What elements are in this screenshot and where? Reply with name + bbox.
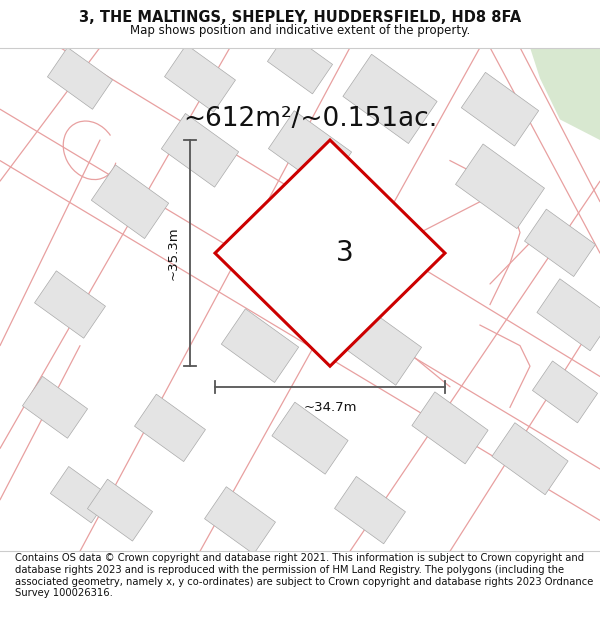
Polygon shape xyxy=(335,476,406,544)
Polygon shape xyxy=(215,140,445,366)
Polygon shape xyxy=(272,402,348,474)
Polygon shape xyxy=(412,392,488,464)
Polygon shape xyxy=(22,376,88,438)
Polygon shape xyxy=(50,466,110,523)
Polygon shape xyxy=(91,165,169,239)
Polygon shape xyxy=(343,54,437,144)
Polygon shape xyxy=(205,487,275,554)
Polygon shape xyxy=(161,114,239,187)
Text: Contains OS data © Crown copyright and database right 2021. This information is : Contains OS data © Crown copyright and d… xyxy=(15,554,593,598)
Polygon shape xyxy=(455,144,544,229)
Text: ~612m²/~0.151ac.: ~612m²/~0.151ac. xyxy=(183,106,437,132)
Polygon shape xyxy=(47,48,113,109)
Text: ~34.7m: ~34.7m xyxy=(303,401,357,414)
Polygon shape xyxy=(268,111,352,190)
Polygon shape xyxy=(88,479,152,541)
Polygon shape xyxy=(221,309,299,382)
Polygon shape xyxy=(524,209,595,276)
Text: Map shows position and indicative extent of the property.: Map shows position and indicative extent… xyxy=(130,24,470,37)
Polygon shape xyxy=(338,306,422,385)
Polygon shape xyxy=(164,44,235,112)
Text: ~35.3m: ~35.3m xyxy=(167,226,180,280)
Text: 3, THE MALTINGS, SHEPLEY, HUDDERSFIELD, HD8 8FA: 3, THE MALTINGS, SHEPLEY, HUDDERSFIELD, … xyxy=(79,11,521,26)
Text: 3: 3 xyxy=(336,239,354,267)
Polygon shape xyxy=(492,422,568,495)
Polygon shape xyxy=(134,394,205,462)
Polygon shape xyxy=(537,279,600,351)
Polygon shape xyxy=(268,32,332,94)
Polygon shape xyxy=(35,271,106,338)
Polygon shape xyxy=(532,361,598,423)
Polygon shape xyxy=(461,72,539,146)
Polygon shape xyxy=(530,48,600,140)
